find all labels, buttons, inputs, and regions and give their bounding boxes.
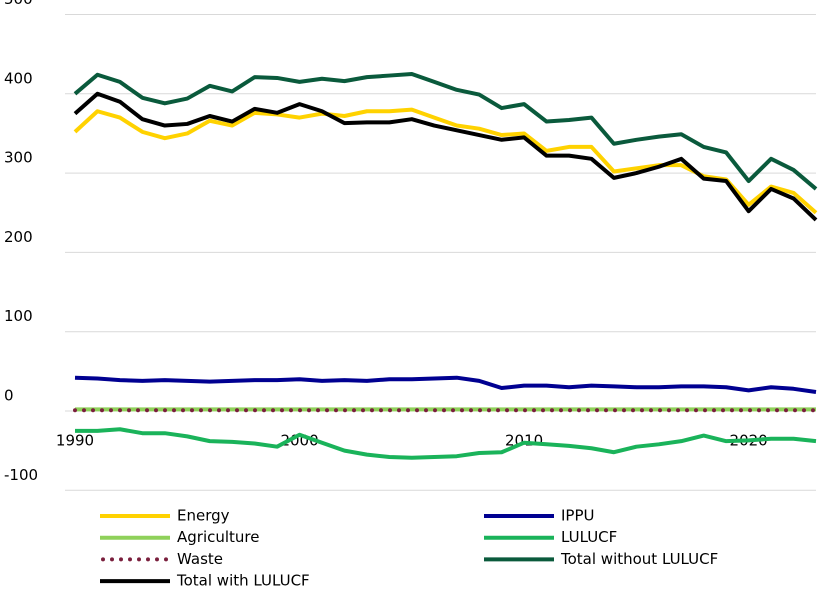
- y-tick-label: 0: [4, 387, 14, 405]
- y-tick-label: 200: [4, 228, 33, 246]
- legend-label: Waste: [177, 550, 223, 568]
- y-tick-label: 300: [4, 149, 33, 167]
- series-line: [74, 375, 817, 394]
- y-tick-label: 100: [4, 307, 33, 325]
- y-tick-label: 400: [4, 69, 33, 87]
- y-tick-label: -100: [4, 466, 38, 484]
- legend-label: Total without LULUCF: [560, 550, 718, 568]
- legend-label: LULUCF: [561, 528, 617, 546]
- series-line: [73, 91, 818, 222]
- y-tick-label: 500: [4, 0, 33, 8]
- series-line: [75, 427, 817, 460]
- x-tick-label: 2000: [280, 432, 318, 450]
- series-line: [73, 71, 818, 191]
- legend-label: Agriculture: [177, 528, 260, 546]
- x-tick-label: 1990: [56, 432, 94, 450]
- legend-label: IPPU: [561, 507, 595, 525]
- legend-label: Energy: [177, 507, 230, 525]
- legend-label: Total with LULUCF: [176, 572, 310, 590]
